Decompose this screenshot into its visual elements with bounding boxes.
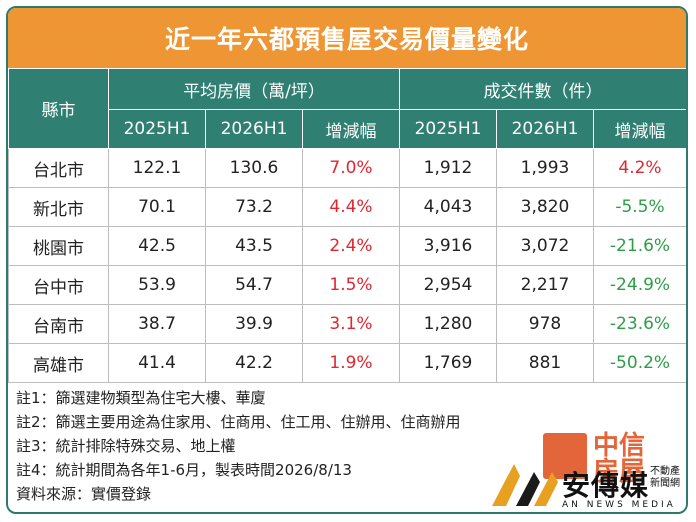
price-change-cell: 1.9%: [302, 343, 400, 383]
count-change-cell: 4.2%: [593, 148, 686, 188]
city-cell: 台中市: [8, 265, 109, 305]
header-count-2026: 2026H1: [496, 109, 594, 149]
price-2025-cell: 42.5: [108, 226, 206, 266]
city-cell: 高雄市: [8, 343, 109, 383]
anews-logo-text: 安傳媒: [562, 469, 650, 502]
price-change-cell: 7.0%: [302, 148, 400, 188]
count-2026-cell: 978: [496, 304, 594, 344]
footnote: 註1：篩選建物類型為住宅大樓、華廈: [16, 389, 266, 407]
count-change-cell: -50.2%: [593, 343, 686, 383]
footnote: 註2：篩選主要用途為住家用、住商用、住工用、住辦用、住商辦用: [16, 413, 461, 431]
anews-logo-english: AN NEWS MEDIA: [562, 500, 676, 510]
count-2026-cell: 1,993: [496, 148, 594, 188]
price-2026-cell: 130.6: [205, 148, 303, 188]
anews-logo: 安傳媒 不動產新聞網 AN NEWS MEDIA: [490, 462, 686, 512]
header-price-2026: 2026H1: [205, 109, 303, 149]
count-2025-cell: 2,954: [399, 265, 497, 305]
count-change-cell: -5.5%: [593, 187, 686, 227]
count-2026-cell: 3,820: [496, 187, 594, 227]
count-2026-cell: 2,217: [496, 265, 594, 305]
price-2025-cell: 53.9: [108, 265, 206, 305]
count-2025-cell: 4,043: [399, 187, 497, 227]
count-2026-cell: 3,072: [496, 226, 594, 266]
zhongxin-logo: 中信房屋: [543, 431, 669, 487]
table-row: 台北市 122.1 130.6 7.0% 1,912 1,993 4.2%: [8, 148, 686, 188]
zhongxin-logo-text: 中信房屋: [593, 431, 646, 487]
count-2025-cell: 3,916: [399, 226, 497, 266]
count-2026-cell: 881: [496, 343, 594, 383]
city-cell: 台北市: [8, 148, 109, 188]
table-row: 台南市 38.7 39.9 3.1% 1,280 978 -23.6%: [8, 304, 686, 344]
header-count-change: 增減幅: [593, 109, 686, 149]
header-count-2025: 2025H1: [399, 109, 497, 149]
count-change-cell: -24.9%: [593, 265, 686, 305]
footnote: 註3：統計排除特殊交易、地上權: [16, 437, 236, 455]
city-cell: 台南市: [8, 304, 109, 344]
price-2025-cell: 122.1: [108, 148, 206, 188]
footnotes: 註1：篩選建物類型為住宅大樓、華廈 註2：篩選主要用途為住家用、住商用、住工用、…: [16, 386, 461, 506]
count-2025-cell: 1,769: [399, 343, 497, 383]
anews-logo-subtext: 不動產新聞網: [650, 466, 680, 489]
header-price-group: 平均房價（萬/坪）: [108, 68, 400, 110]
header-county: 縣市: [8, 68, 109, 149]
price-change-cell: 3.1%: [302, 304, 400, 344]
price-2025-cell: 38.7: [108, 304, 206, 344]
price-2026-cell: 42.2: [205, 343, 303, 383]
anews-mark-icon: [492, 464, 558, 506]
price-volume-table: 縣市 平均房價（萬/坪） 成交件數（件） 2025H1 2026H1 增減幅 2…: [8, 68, 686, 383]
header-price-change: 增減幅: [302, 109, 400, 149]
price-2026-cell: 54.7: [205, 265, 303, 305]
table-frame: 近一年六都預售屋交易價量變化 縣市 平均房價（萬/坪） 成交件數（件） 2025…: [6, 6, 688, 514]
count-change-cell: -23.6%: [593, 304, 686, 344]
footnote: 註4：統計期間為各年1-6月，製表時間2026/8/13: [16, 461, 352, 479]
price-change-cell: 2.4%: [302, 226, 400, 266]
price-2025-cell: 70.1: [108, 187, 206, 227]
table-title: 近一年六都預售屋交易價量變化: [8, 8, 686, 68]
count-change-cell: -21.6%: [593, 226, 686, 266]
table-row: 高雄市 41.4 42.2 1.9% 1,769 881 -50.2%: [8, 343, 686, 383]
price-change-cell: 4.4%: [302, 187, 400, 227]
header-price-2025: 2025H1: [108, 109, 206, 149]
table-row: 新北市 70.1 73.2 4.4% 4,043 3,820 -5.5%: [8, 187, 686, 227]
price-change-cell: 1.5%: [302, 265, 400, 305]
data-source: 資料來源：實價登錄: [16, 485, 152, 503]
city-cell: 新北市: [8, 187, 109, 227]
city-cell: 桃園市: [8, 226, 109, 266]
price-2025-cell: 41.4: [108, 343, 206, 383]
table-row: 台中市 53.9 54.7 1.5% 2,954 2,217 -24.9%: [8, 265, 686, 305]
table-row: 桃園市 42.5 43.5 2.4% 3,916 3,072 -21.6%: [8, 226, 686, 266]
count-2025-cell: 1,280: [399, 304, 497, 344]
price-2026-cell: 73.2: [205, 187, 303, 227]
count-2025-cell: 1,912: [399, 148, 497, 188]
price-2026-cell: 43.5: [205, 226, 303, 266]
price-2026-cell: 39.9: [205, 304, 303, 344]
header-count-group: 成交件數（件）: [399, 68, 686, 110]
zhongxin-logo-icon: [543, 433, 587, 479]
